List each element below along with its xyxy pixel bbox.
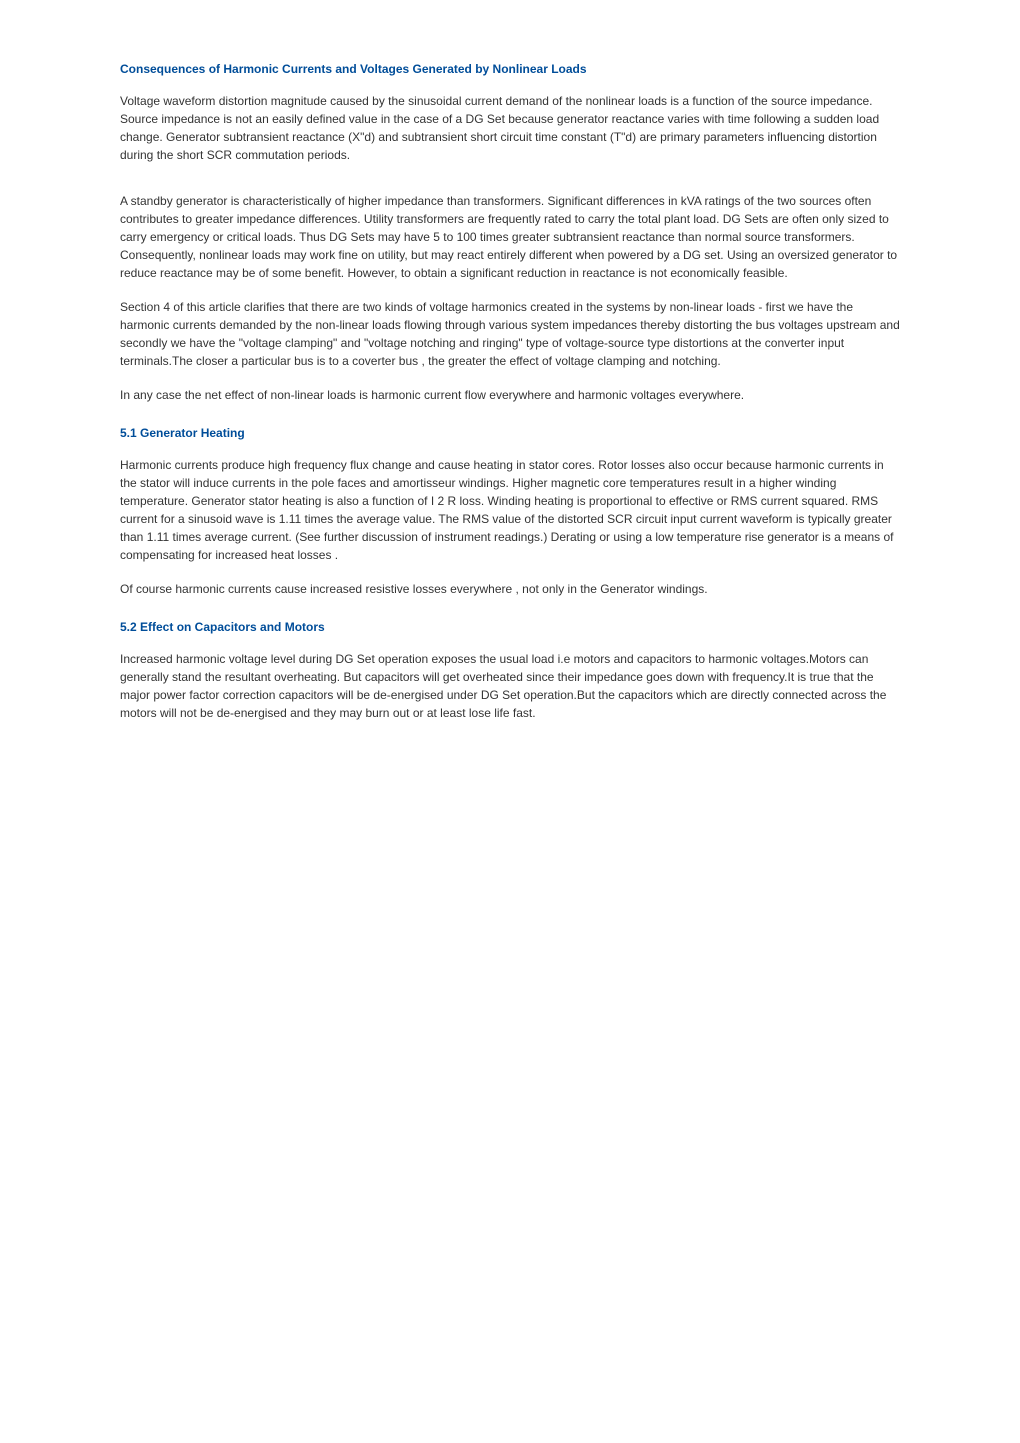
subsection-2-title: 5.2 Effect on Capacitors and Motors [120,618,900,636]
paragraph-3: Section 4 of this article clarifies that… [120,298,900,370]
paragraph-4: In any case the net effect of non-linear… [120,386,900,404]
paragraph-1: Voltage waveform distortion magnitude ca… [120,92,900,164]
section-title: Consequences of Harmonic Currents and Vo… [120,60,900,78]
subsection-1-paragraph-2: Of course harmonic currents cause increa… [120,580,900,598]
subsection-1-paragraph-1: Harmonic currents produce high frequency… [120,456,900,564]
paragraph-2: A standby generator is characteristicall… [120,192,900,282]
subsection-1-title: 5.1 Generator Heating [120,424,900,442]
subsection-2-paragraph-1: Increased harmonic voltage level during … [120,650,900,722]
